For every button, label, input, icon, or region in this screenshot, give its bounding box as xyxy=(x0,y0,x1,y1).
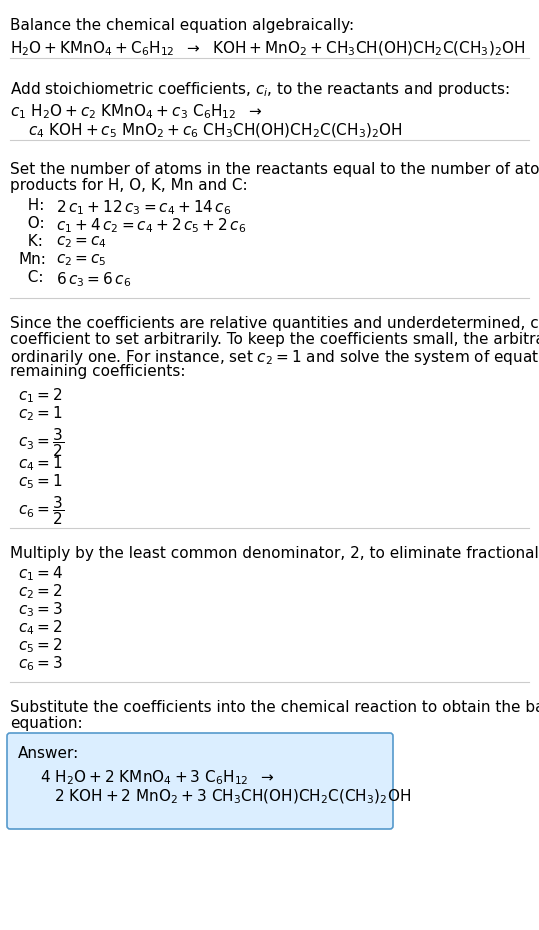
Text: $c_1\ \mathregular{H_2O} + c_2\ \mathregular{KMnO_4} + c_3\ \mathregular{C_6H_{1: $c_1\ \mathregular{H_2O} + c_2\ \mathreg… xyxy=(10,102,262,121)
Text: Balance the chemical equation algebraically:: Balance the chemical equation algebraica… xyxy=(10,18,354,33)
Text: Multiply by the least common denominator, 2, to eliminate fractional coefficient: Multiply by the least common denominator… xyxy=(10,546,539,561)
Text: Set the number of atoms in the reactants equal to the number of atoms in the: Set the number of atoms in the reactants… xyxy=(10,162,539,177)
Text: Answer:: Answer: xyxy=(18,746,79,761)
Text: $c_4 = 1$: $c_4 = 1$ xyxy=(18,454,63,472)
Text: O:: O: xyxy=(18,216,45,231)
Text: $c_2 = 1$: $c_2 = 1$ xyxy=(18,404,63,423)
Text: $c_3 = 3$: $c_3 = 3$ xyxy=(18,600,63,618)
Text: $c_2 = c_4$: $c_2 = c_4$ xyxy=(56,234,107,249)
Text: Add stoichiometric coefficients, $c_i$, to the reactants and products:: Add stoichiometric coefficients, $c_i$, … xyxy=(10,80,509,99)
Text: $c_1 = 2$: $c_1 = 2$ xyxy=(18,386,63,405)
Text: C:: C: xyxy=(18,270,44,285)
Text: $c_5 = 2$: $c_5 = 2$ xyxy=(18,636,63,655)
Text: Since the coefficients are relative quantities and underdetermined, choose a: Since the coefficients are relative quan… xyxy=(10,316,539,331)
Text: products for H, O, K, Mn and C:: products for H, O, K, Mn and C: xyxy=(10,178,247,193)
Text: $c_2 = c_5$: $c_2 = c_5$ xyxy=(56,252,107,268)
Text: $4\ \mathregular{H_2O} + 2\ \mathregular{KMnO_4} + 3\ \mathregular{C_6H_{12}}$  : $4\ \mathregular{H_2O} + 2\ \mathregular… xyxy=(40,768,275,787)
Text: $c_6 = \dfrac{3}{2}$: $c_6 = \dfrac{3}{2}$ xyxy=(18,494,64,526)
Text: K:: K: xyxy=(18,234,43,249)
Text: $c_1 = 4$: $c_1 = 4$ xyxy=(18,564,63,583)
Text: $c_4\ \mathregular{KOH} + c_5\ \mathregular{MnO_2} + c_6\ \mathregular{CH_3CH(OH: $c_4\ \mathregular{KOH} + c_5\ \mathregu… xyxy=(28,122,403,140)
Text: $c_6 = 3$: $c_6 = 3$ xyxy=(18,654,63,672)
Text: equation:: equation: xyxy=(10,716,82,731)
Text: remaining coefficients:: remaining coefficients: xyxy=(10,364,185,379)
Text: $c_3 = \dfrac{3}{2}$: $c_3 = \dfrac{3}{2}$ xyxy=(18,426,64,458)
Text: coefficient to set arbitrarily. To keep the coefficients small, the arbitrary va: coefficient to set arbitrarily. To keep … xyxy=(10,332,539,347)
Text: ordinarily one. For instance, set $c_2 = 1$ and solve the system of equations fo: ordinarily one. For instance, set $c_2 =… xyxy=(10,348,539,367)
Text: Substitute the coefficients into the chemical reaction to obtain the balanced: Substitute the coefficients into the che… xyxy=(10,700,539,715)
Text: Mn:: Mn: xyxy=(18,252,46,267)
FancyBboxPatch shape xyxy=(7,733,393,829)
Text: H:: H: xyxy=(18,198,44,213)
Text: $c_1 + 4\,c_2 = c_4 + 2\,c_5 + 2\,c_6$: $c_1 + 4\,c_2 = c_4 + 2\,c_5 + 2\,c_6$ xyxy=(56,216,246,234)
Text: $c_5 = 1$: $c_5 = 1$ xyxy=(18,472,63,491)
Text: $\mathregular{H_2O + KMnO_4 + C_6H_{12}}$  $\rightarrow$  $\mathregular{KOH + Mn: $\mathregular{H_2O + KMnO_4 + C_6H_{12}}… xyxy=(10,40,526,59)
Text: $6\,c_3 = 6\,c_6$: $6\,c_3 = 6\,c_6$ xyxy=(56,270,131,288)
Text: $c_2 = 2$: $c_2 = 2$ xyxy=(18,582,63,601)
Text: $2\ \mathregular{KOH} + 2\ \mathregular{MnO_2} + 3\ \mathregular{CH_3CH(OH)CH_2C: $2\ \mathregular{KOH} + 2\ \mathregular{… xyxy=(54,788,411,806)
Text: $2\,c_1 + 12\,c_3 = c_4 + 14\,c_6$: $2\,c_1 + 12\,c_3 = c_4 + 14\,c_6$ xyxy=(56,198,231,217)
Text: $c_4 = 2$: $c_4 = 2$ xyxy=(18,618,63,637)
